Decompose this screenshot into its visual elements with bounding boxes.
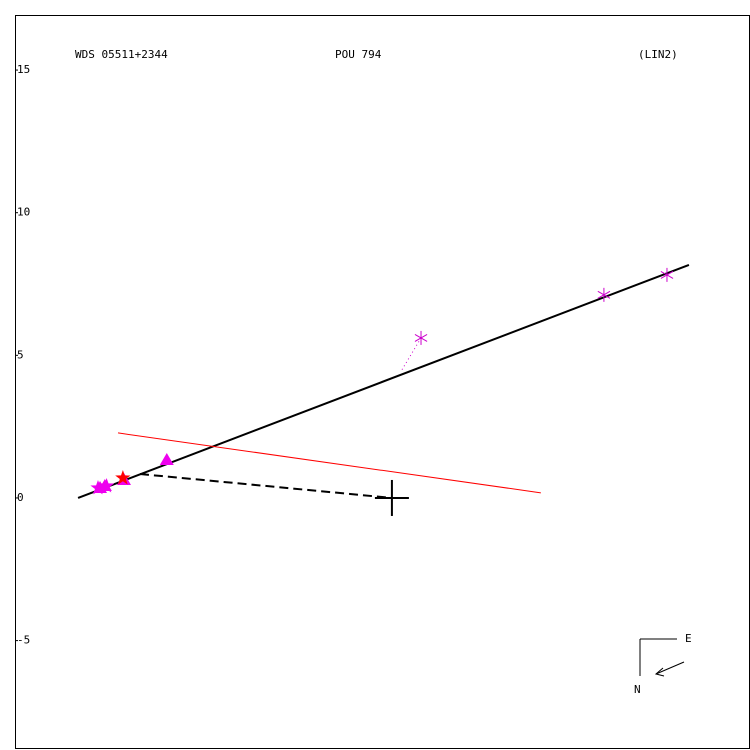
asterisk-stroke: [660, 270, 674, 279]
triangle-marker: [159, 453, 174, 466]
line: [77, 263, 690, 499]
star-shape: [115, 470, 131, 485]
asterisk-stroke: [414, 333, 428, 342]
asterisk-marker: [414, 330, 428, 345]
compass-arrowhead: [654, 667, 665, 677]
chart-title: WDS 05511+2344: [75, 48, 168, 61]
star-marker: [90, 480, 106, 495]
star-shape: [90, 480, 106, 495]
y-tick-label: 0: [17, 491, 24, 504]
asterisk-marker: [660, 267, 674, 282]
star-marker: [99, 478, 115, 493]
y-tick-label: -5: [17, 634, 30, 647]
asterisk-marker: [597, 287, 611, 302]
star-marker: [115, 470, 131, 485]
y-tick-label: 10: [17, 206, 30, 219]
line: [139, 473, 393, 499]
triangle-shape: [159, 453, 174, 466]
y-tick-label: 5: [17, 348, 24, 361]
compass-label: E: [685, 632, 692, 645]
chart-subtitle: POU 794: [335, 48, 382, 61]
annotation: (LIN2): [638, 48, 678, 61]
compass-label: N: [634, 683, 641, 696]
compass: [639, 638, 685, 677]
line: [401, 337, 422, 371]
line: [117, 432, 541, 494]
cross-marker: [374, 479, 409, 516]
asterisk-stroke: [597, 290, 611, 299]
compass-arrow: [655, 661, 685, 675]
y-tick-label: 15: [17, 63, 30, 76]
star-shape: [99, 478, 115, 493]
